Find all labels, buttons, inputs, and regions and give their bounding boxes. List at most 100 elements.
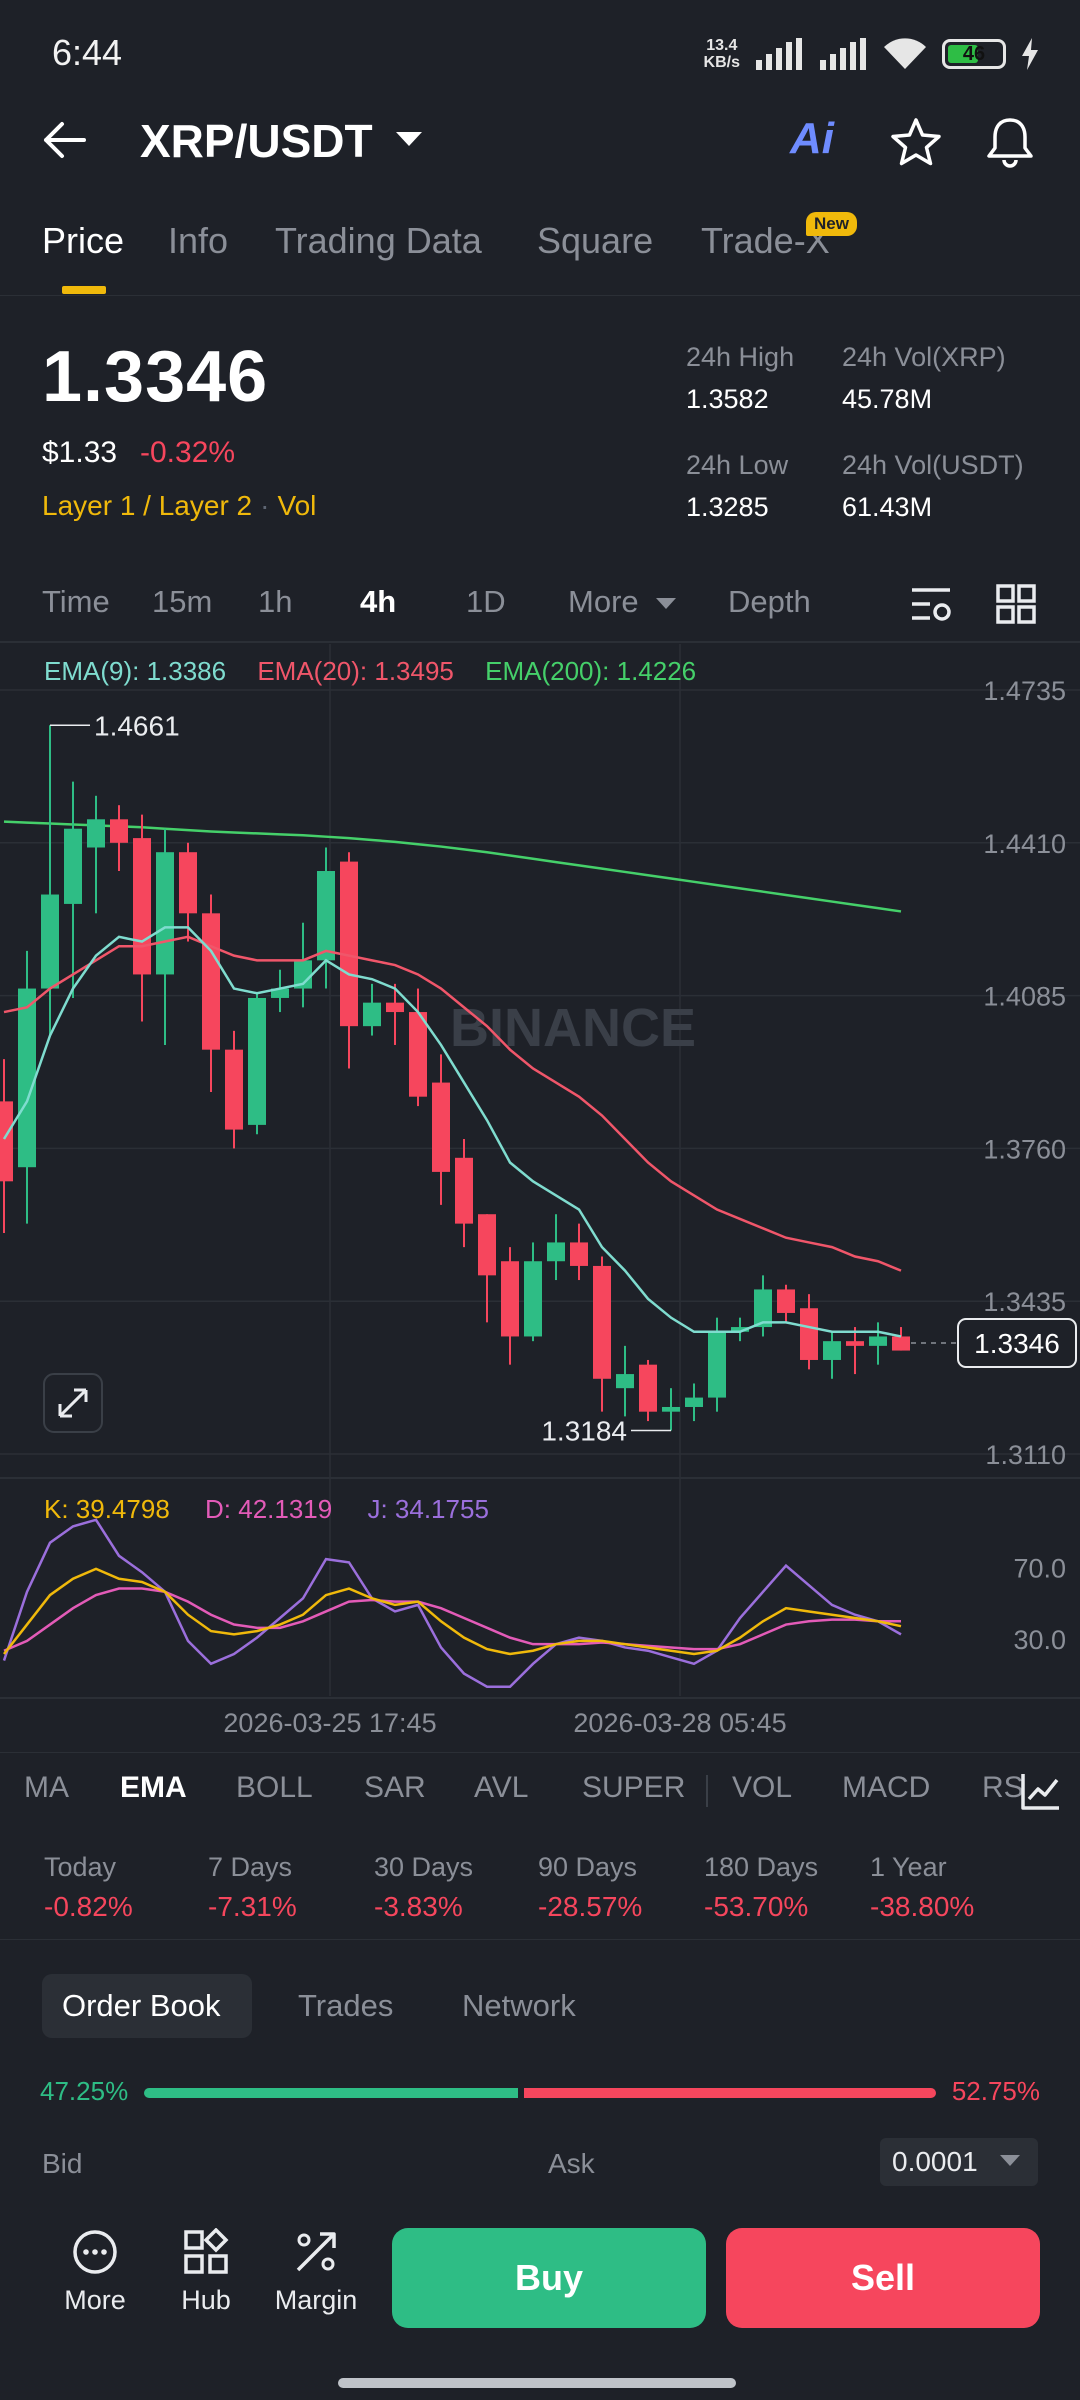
- tab-price[interactable]: Price: [42, 220, 125, 261]
- candle-body: [18, 988, 36, 1168]
- candle-body: [432, 1082, 450, 1172]
- vol-usdt-label: 24h Vol(USDT): [842, 450, 1024, 480]
- interval-1h[interactable]: 1h: [258, 584, 293, 619]
- interval-1d[interactable]: 1D: [466, 584, 506, 619]
- low-value: 1.3285: [686, 492, 769, 522]
- candle-body: [754, 1289, 772, 1328]
- expand-button[interactable]: [43, 1373, 103, 1433]
- wifi-icon: [884, 38, 926, 69]
- indicator-bar: MA EMA BOLL SAR AVL SUPER VOL MACD RSI: [0, 1752, 1080, 1828]
- star-icon[interactable]: [888, 116, 944, 168]
- tab-network[interactable]: Network: [462, 1988, 576, 2023]
- tab-info[interactable]: Info: [168, 220, 229, 261]
- hub-button[interactable]: Hub: [156, 2227, 256, 2316]
- low-marker-label: 1.3184: [541, 1415, 627, 1446]
- tag-layer[interactable]: Layer 1 / Layer 2: [42, 490, 253, 521]
- indicator-chart-icon[interactable]: [1020, 1771, 1062, 1811]
- more-button[interactable]: More: [45, 2228, 145, 2316]
- interval-15m[interactable]: 15m: [152, 584, 213, 619]
- ema9-line: [2, 926, 902, 1338]
- pair-title[interactable]: XRP/USDT: [140, 115, 373, 167]
- candle-body: [202, 913, 220, 1050]
- last-price: 1.3346: [42, 337, 269, 417]
- candle-body: [685, 1397, 703, 1407]
- interval-more[interactable]: More: [568, 584, 639, 619]
- ask-percentage: 52.75%: [951, 2076, 1040, 2106]
- perf-30d: 30 Days -3.83%: [374, 1852, 474, 1922]
- ask-column-label: Ask: [548, 2148, 595, 2179]
- margin-icon: [296, 2232, 336, 2272]
- high-label: 24h High: [686, 342, 795, 372]
- tab-square[interactable]: Square: [537, 220, 654, 261]
- kdj-j-line: [2, 1518, 902, 1688]
- candlestick-chart[interactable]: BINANCE 1.47351.44101.40851.37601.34351.…: [0, 640, 1080, 1752]
- more-dots-icon: [73, 2230, 117, 2274]
- price-tick-label: 1.3110: [985, 1440, 1066, 1470]
- candle-body: [662, 1406, 680, 1412]
- tab-order-book[interactable]: Order Book: [62, 1988, 221, 2023]
- candle-body: [892, 1336, 910, 1351]
- grid-layout-icon[interactable]: [996, 584, 1036, 624]
- interval-time[interactable]: Time: [42, 584, 110, 619]
- status-time: 6:44: [52, 32, 123, 73]
- vol-xrp-value: 45.78M: [842, 384, 933, 414]
- chart-settings-icon[interactable]: [910, 584, 954, 624]
- candle-body: [317, 871, 335, 961]
- candle-body: [386, 1002, 404, 1013]
- bell-icon[interactable]: [982, 114, 1038, 170]
- expand-icon[interactable]: [58, 1388, 88, 1418]
- candle-body: [501, 1261, 519, 1337]
- indicator-boll[interactable]: BOLL: [236, 1771, 313, 1804]
- candle-body: [409, 1012, 427, 1097]
- indicator-ma[interactable]: MA: [24, 1771, 69, 1804]
- sell-button[interactable]: Sell: [726, 2228, 1040, 2328]
- time-tick-label: 2026-03-28 05:45: [573, 1708, 786, 1738]
- candle-body: [800, 1308, 818, 1360]
- charging-icon: [1022, 38, 1038, 70]
- candle-body: [846, 1341, 864, 1346]
- candles: [0, 725, 910, 1431]
- candle-body: [731, 1327, 749, 1332]
- battery-icon: 46: [942, 39, 1006, 69]
- candle-body: [708, 1331, 726, 1398]
- margin-button[interactable]: Margin: [266, 2228, 366, 2316]
- time-tick-label: 2026-03-25 17:45: [223, 1708, 436, 1738]
- indicator-rsi[interactable]: RSI: [982, 1771, 1026, 1804]
- interval-4h[interactable]: 4h: [360, 584, 397, 619]
- indicator-divider: [706, 1775, 708, 1807]
- chevron-down-icon[interactable]: [396, 132, 422, 146]
- tab-underline: [62, 286, 106, 294]
- usd-price: $1.33: [42, 436, 118, 469]
- chevron-down-icon[interactable]: [656, 598, 676, 609]
- ai-button[interactable]: Ai: [790, 114, 834, 163]
- high-marker-label: 1.4661: [94, 710, 180, 741]
- candle-body: [455, 1157, 473, 1224]
- high-low-markers: 1.4661 1.3184: [50, 710, 671, 1446]
- indicator-super[interactable]: SUPER: [582, 1771, 686, 1804]
- signal-icon: [756, 38, 802, 70]
- indicator-vol[interactable]: VOL: [732, 1771, 793, 1804]
- tab-trades[interactable]: Trades: [298, 1988, 394, 2023]
- perf-7d: 7 Days -7.31%: [208, 1852, 297, 1922]
- kdj-tick-label: 70.0: [1013, 1553, 1066, 1583]
- indicator-avl[interactable]: AVL: [474, 1771, 529, 1804]
- kdj-legend: K: 39.4798 D: 42.1319 J: 34.1755: [44, 1494, 517, 1525]
- tag-vol[interactable]: Vol: [277, 490, 317, 521]
- interval-depth[interactable]: Depth: [728, 584, 811, 619]
- candle-body: [271, 988, 289, 998]
- chevron-down-icon[interactable]: [1000, 2155, 1020, 2166]
- tab-trading-data[interactable]: Trading Data: [275, 220, 482, 261]
- buy-button[interactable]: Buy: [392, 2228, 706, 2328]
- indicator-macd[interactable]: MACD: [842, 1771, 931, 1804]
- back-arrow-icon[interactable]: [40, 118, 90, 162]
- price-tick-label: 1.4410: [983, 829, 1066, 859]
- indicator-sar[interactable]: SAR: [364, 1771, 426, 1804]
- interval-bar: Time 15m 1h 4h 1D More Depth: [0, 570, 1080, 640]
- indicator-ema[interactable]: EMA: [120, 1771, 187, 1804]
- bid-percentage: 47.25%: [40, 2076, 129, 2106]
- status-bar: 6:44 13.4 KB/s 46: [0, 0, 1080, 100]
- home-indicator[interactable]: [338, 2378, 736, 2388]
- kdj-panel: 70.0 30.0: [2, 1518, 1066, 1688]
- category-tags: Layer 1 / Layer 2 · Vol: [42, 490, 317, 521]
- header: XRP/USDT Ai: [0, 100, 1080, 180]
